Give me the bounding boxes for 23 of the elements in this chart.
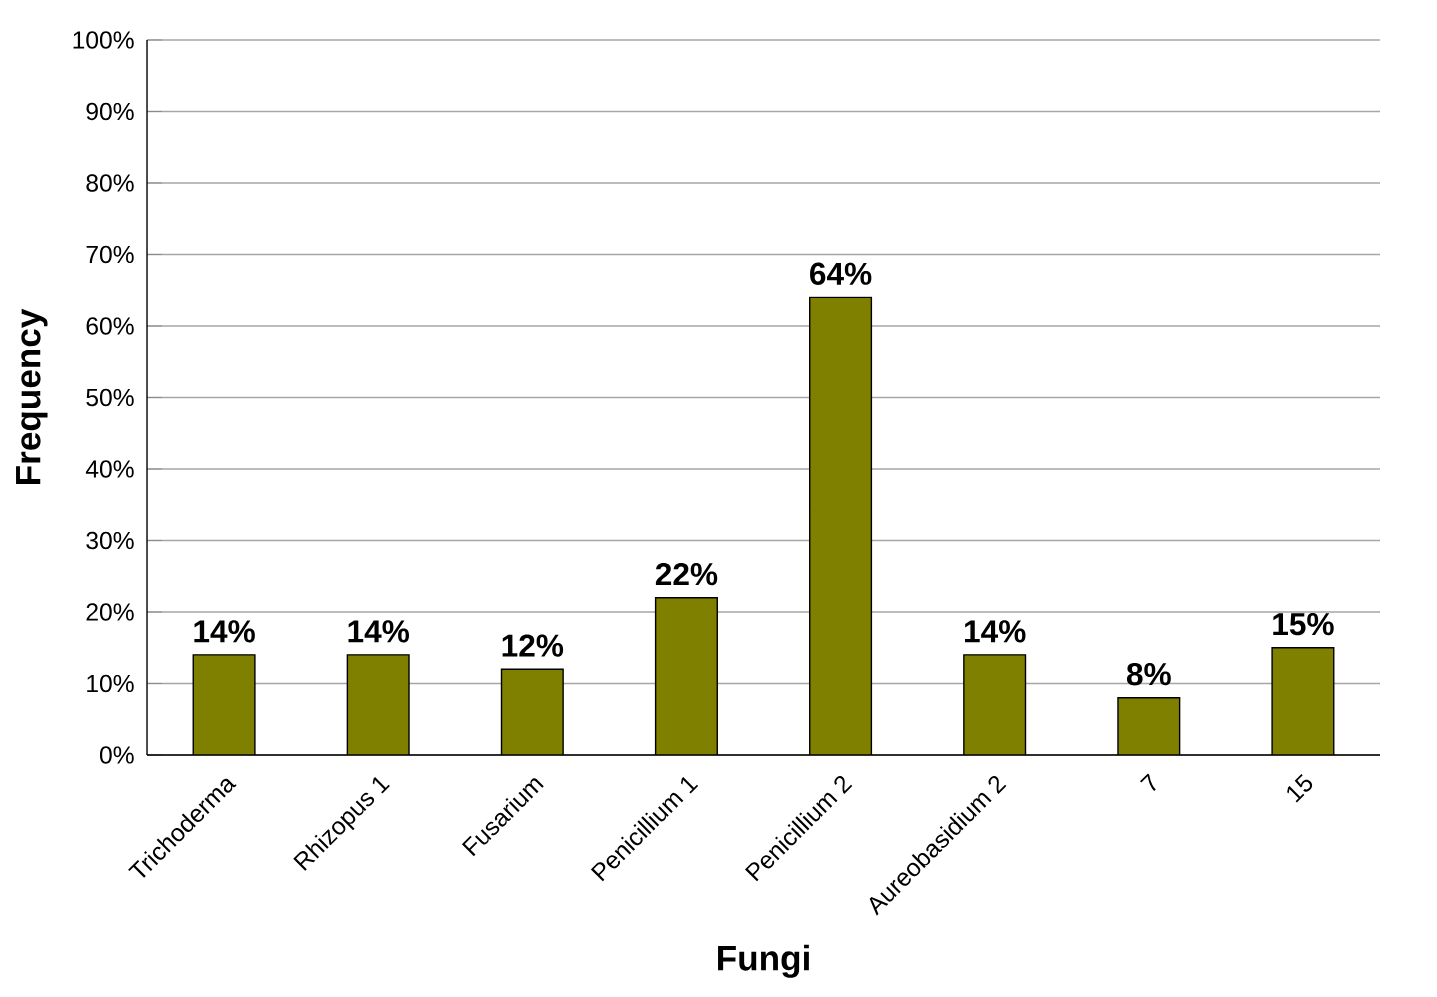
y-tick-label: 40%: [85, 460, 134, 478]
y-tick-label: 50%: [86, 388, 134, 407]
y-tick-label: 80%: [86, 174, 134, 192]
data-label: 64%: [810, 262, 872, 285]
data-label: 15%: [1273, 613, 1334, 636]
x-tick-label: 15: [1287, 774, 1313, 803]
y-tick-label: 90%: [86, 102, 134, 121]
y-tick-label: 70%: [86, 245, 134, 264]
data-label: 14%: [965, 620, 1026, 643]
x-tick-label: 7: [1140, 773, 1156, 792]
y-tick-label: 20%: [86, 603, 134, 621]
data-label: 14%: [194, 620, 255, 643]
y-tick-label: 30%: [86, 531, 134, 550]
data-label: 12%: [502, 634, 564, 657]
data-label: 8%: [1126, 662, 1171, 686]
y-tick-label: 0%: [99, 746, 134, 764]
x-axis-title: Fungi: [718, 944, 809, 978]
y-tick-label: 60%: [86, 317, 134, 335]
y-axis-title: Frequency: [16, 308, 48, 484]
y-tick-label: 10%: [87, 674, 134, 693]
y-tick-label: 100%: [73, 31, 134, 49]
data-label: 22%: [655, 562, 718, 586]
data-label: 14%: [348, 620, 409, 643]
